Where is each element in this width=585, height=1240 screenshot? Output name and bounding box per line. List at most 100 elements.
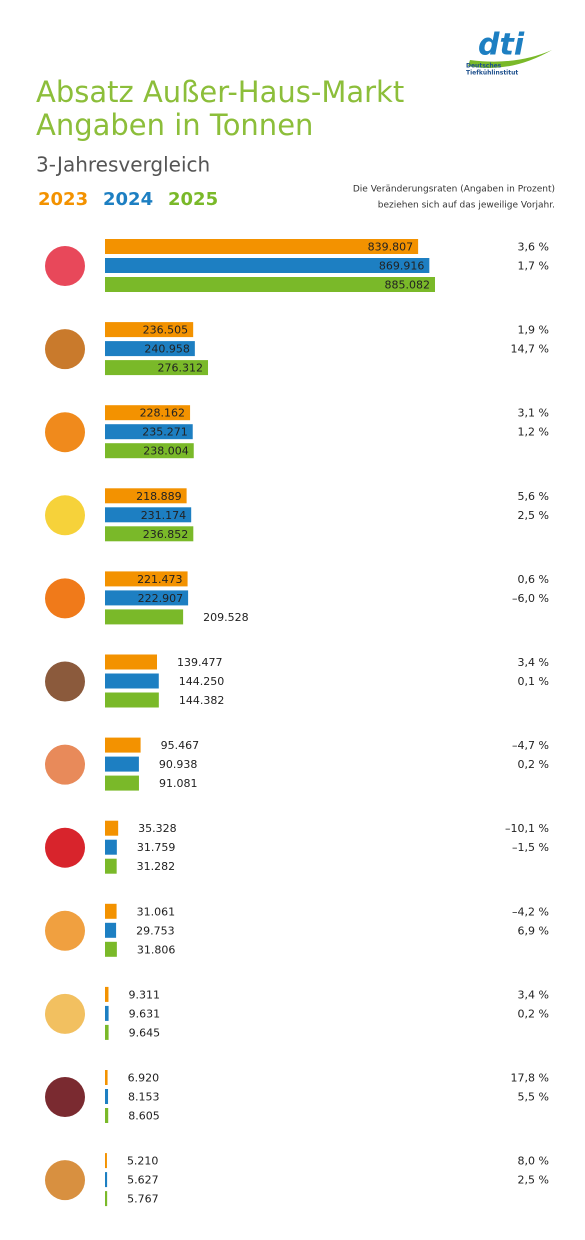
change-label: 1,2 % [518,426,549,439]
value-label: 218.889 [136,490,182,503]
change-label: –1,5 % [512,841,549,854]
category-icon [45,578,85,619]
change-label: –4,7 % [512,739,549,752]
value-label: 91.081 [159,777,198,790]
category-icon [45,412,85,453]
value-label: 5.767 [127,1193,159,1206]
change-label: 0,1 % [518,675,549,688]
value-label: 236.505 [143,324,189,337]
note: beziehen sich auf das jeweilige Vorjahr. [378,201,555,211]
legend-entry: 2023 [38,189,88,210]
bar [105,1089,109,1104]
value-label: 238.004 [143,445,189,458]
bar [105,986,109,1002]
category-icon [45,329,85,370]
change-label: –4,2 % [512,905,549,918]
category-icon [45,993,85,1034]
category-icon [45,744,85,785]
value-label: 31.806 [137,943,176,956]
change-label: 3,6 % [518,241,549,254]
change-label: 0,2 % [518,1007,549,1020]
value-label: 9.645 [129,1026,161,1039]
value-label: 228.162 [140,407,186,420]
bar [105,341,195,357]
bar [105,692,159,708]
change-label: 1,7 % [518,260,549,273]
bar [105,922,117,938]
bar [105,322,194,338]
bar [105,1153,107,1169]
change-label: 2,5 % [518,1174,549,1187]
bar [105,424,193,440]
category-icon [45,1160,85,1201]
bar [105,737,141,753]
bar [105,775,139,791]
value-label: 231.174 [141,509,187,522]
bar [105,1024,109,1040]
value-label: 209.528 [203,611,249,624]
value-label: 222.907 [138,592,184,605]
category-icon [45,661,85,702]
legend-entry: 2024 [103,189,153,210]
bar [105,443,194,459]
value-label: 276.312 [158,362,204,375]
bar [105,1108,109,1123]
change-label: 5,6 % [518,490,549,503]
value-label: 869.916 [379,260,425,273]
logo-text: Deutsches [466,63,502,70]
value-label: 235.271 [142,426,188,439]
legend-entry: 2025 [168,189,218,210]
bar [105,858,117,874]
value-label: 5.627 [127,1174,159,1187]
value-label: 240.958 [144,343,190,356]
value-label: 885.082 [385,279,431,292]
change-label: 6,9 % [518,924,549,937]
value-label: 35.328 [138,822,177,835]
chart-title: Absatz Außer-Haus-Markt [36,75,404,109]
value-label: 31.061 [137,905,176,918]
category-icon [45,910,85,951]
value-label: 144.382 [179,694,225,707]
value-label: 144.250 [179,675,225,688]
value-label: 236.852 [143,528,189,541]
change-label: 1,9 % [518,324,549,337]
value-label: 90.938 [159,758,198,771]
logo-name: dti [478,28,525,63]
chart-subtitle: 3-Jahresvergleich [36,153,210,177]
value-label: 95.467 [161,739,200,752]
bar [105,1191,108,1207]
value-label: 31.282 [137,860,176,873]
change-label: 2,5 % [518,509,549,522]
category-icon [45,246,85,286]
bar [105,258,430,273]
bar [105,839,117,855]
bar [105,609,184,625]
category-icon [45,495,85,536]
bar [105,277,435,292]
bar [105,1005,109,1021]
value-label: 221.473 [137,573,183,586]
bar [105,1172,108,1188]
change-label: 5,5 % [518,1091,549,1104]
bar [105,941,117,957]
bar [105,820,119,836]
value-label: 9.631 [129,1007,161,1020]
bar [105,590,189,606]
bar [105,756,139,772]
change-label: 3,1 % [518,407,549,420]
change-label: 0,2 % [518,758,549,771]
bar [105,1070,108,1085]
change-label: 17,8 % [511,1072,549,1085]
change-label: 14,7 % [511,343,549,356]
value-label: 29.753 [136,924,175,937]
change-label: –6,0 % [512,592,549,605]
chart-title: Angaben in Tonnen [36,108,313,142]
note: Die Veränderungsraten (Angaben in Prozen… [353,185,555,195]
bar [105,488,187,504]
bar [105,654,158,670]
change-label: 8,0 % [518,1155,549,1168]
change-label: 3,4 % [518,988,549,1001]
bar [105,673,159,689]
bar [105,526,194,542]
